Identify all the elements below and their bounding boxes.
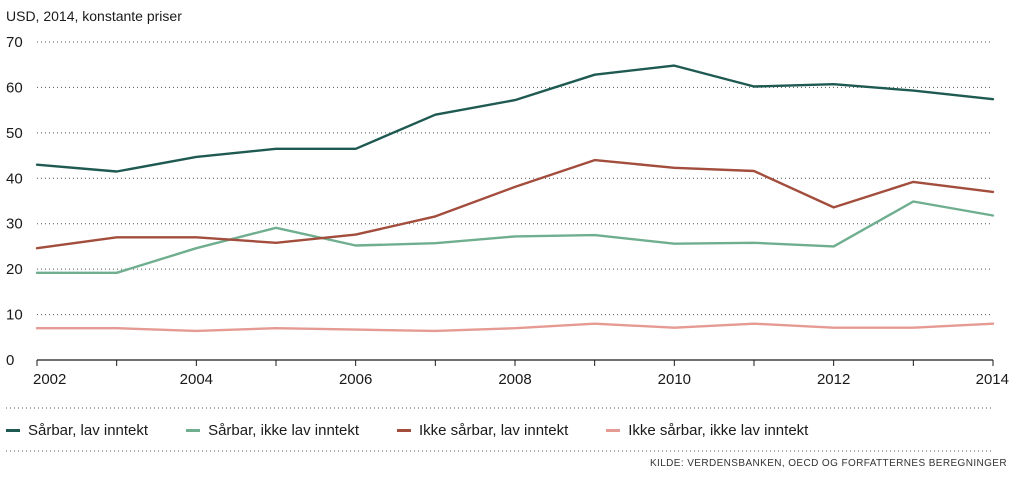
y-tick-label: 40 (6, 170, 23, 187)
y-tick-label: 10 (6, 307, 23, 324)
y-tick-label: 20 (6, 261, 23, 278)
legend-swatch-3 (397, 428, 411, 432)
y-tick-label: 0 (6, 352, 14, 369)
legend-item: Ikke sårbar, lav inntekt (397, 422, 568, 439)
y-tick-label: 70 (6, 34, 23, 51)
legend-swatch-4 (606, 428, 621, 432)
x-tick-label: 2012 (817, 371, 850, 388)
y-tick-label: 30 (6, 216, 23, 233)
series-line-2 (35, 200, 995, 274)
legend-label: Sårbar, ikke lav inntekt (208, 421, 359, 439)
x-tick-label: 2008 (498, 371, 531, 388)
x-tick-label: 2010 (658, 371, 691, 388)
legend-item: Sårbar, ikke lav inntekt (186, 422, 359, 439)
series-line-1 (35, 64, 995, 173)
x-tick-label: 2002 (33, 371, 66, 388)
source-note: KILDE: VERDENSBANKEN, OECD OG FORFATTERN… (649, 458, 1007, 469)
legend-label: Ikke sårbar, lav inntekt (419, 421, 569, 439)
legend-swatch-1 (6, 428, 20, 432)
x-tick-label: 2004 (180, 371, 213, 388)
series-line-3 (35, 158, 995, 250)
y-tick-label: 50 (6, 125, 23, 142)
series-line-4 (35, 322, 995, 333)
legend-label: Ikke sårbar, ikke lav inntekt (628, 421, 809, 439)
x-tick-label: 2014 (976, 371, 1009, 388)
x-tick-label: 2006 (339, 371, 372, 388)
legend-swatch-2 (186, 428, 201, 432)
legend-item: Sårbar, lav inntekt (6, 422, 148, 439)
legend: Sårbar, lav inntekt Sårbar, ikke lav inn… (6, 419, 846, 441)
legend-item: Ikke sårbar, ikke lav inntekt (606, 422, 808, 439)
y-axis-unit-label: USD, 2014, konstante priser (6, 8, 182, 24)
legend-label: Sårbar, lav inntekt (28, 421, 149, 439)
y-tick-label: 60 (6, 79, 23, 96)
